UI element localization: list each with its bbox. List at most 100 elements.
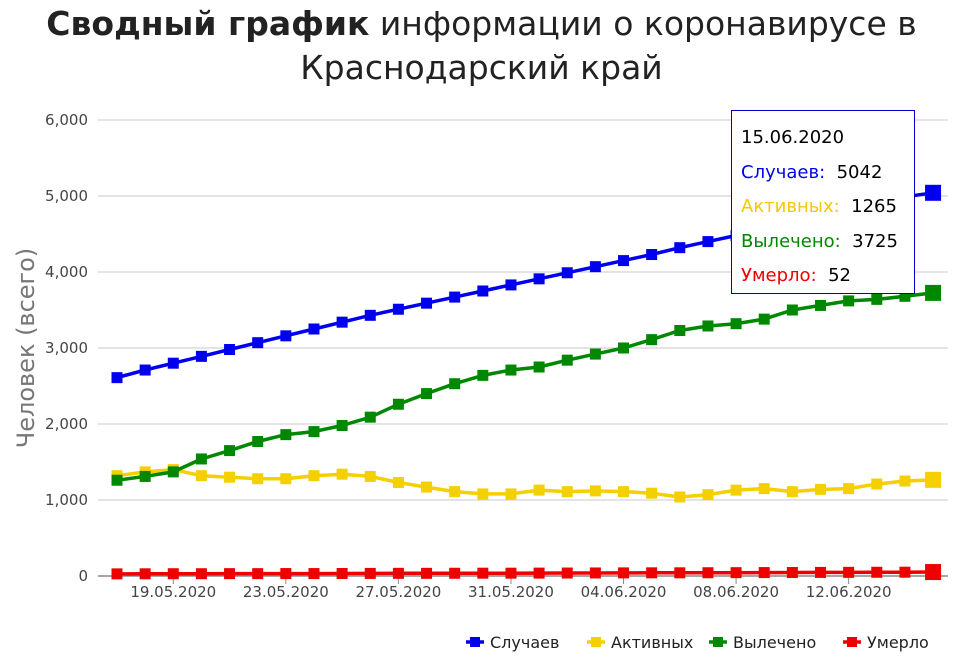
tooltip-deaths-row: Умерло: 52 [741,263,914,298]
tooltip-active-label: Активных: [741,196,840,217]
legend[interactable]: Случаев Активных Вылечено Умерло [466,633,929,652]
data-point [561,486,573,498]
data-point [758,313,770,325]
data-point [111,568,123,580]
data-point [871,293,883,305]
data-point [925,471,942,488]
x-tick-label: 23.05.2020 [243,583,329,601]
chart-title-line2: Краснодарский край [300,48,663,87]
data-point [308,426,320,438]
series-3 [111,564,942,581]
data-point [589,567,601,579]
data-point [111,372,123,384]
data-point [589,485,601,497]
x-tick-label: 19.05.2020 [130,583,216,601]
legend-label: Активных [611,633,693,652]
tooltip-active-row: Активных: 1265 [741,194,914,229]
data-point [139,470,151,482]
chart-title: Сводный график информации о коронавирусе… [0,2,963,90]
data-point [589,261,601,273]
data-point [843,566,855,578]
data-point [364,309,376,321]
data-point [167,568,179,580]
chart-title-bold: Сводный график [46,4,370,43]
data-point [224,344,236,356]
data-point [364,470,376,482]
data-point [730,567,742,579]
tooltip-deaths-label: Умерло: [741,265,817,286]
data-point [392,477,404,489]
series-line [116,570,934,576]
tooltip-date: 15.06.2020 [741,127,845,148]
data-point [477,567,489,579]
series-line [116,291,934,482]
series-line [116,467,934,499]
data-point [364,411,376,423]
data-point [195,568,207,580]
data-point [449,486,461,498]
data-point [871,566,883,578]
legend-swatch-marker [470,637,480,647]
data-point [533,567,545,579]
data-point [815,483,826,495]
data-point [421,567,433,579]
data-point [786,567,798,579]
y-tick-label: 4,000 [45,263,88,281]
data-point [843,483,855,495]
data-point [674,242,686,254]
legend-item-3: Умерло [843,633,929,652]
data-point [533,484,545,496]
tooltip-deaths-value: 52 [828,265,851,286]
data-point [815,299,826,311]
data-point [618,255,630,267]
x-tick-label: 27.05.2020 [355,583,441,601]
data-point [505,488,517,500]
y-tick-label: 5,000 [45,187,88,205]
data-point [195,350,207,362]
legend-swatch-marker [847,637,857,647]
data-point [449,378,461,390]
data-point [392,303,404,315]
data-point [730,318,742,330]
data-point [392,398,404,410]
data-point [449,291,461,303]
data-point [167,357,179,369]
data-point [336,316,348,328]
y-tick-label: 6,000 [45,111,88,129]
hover-tooltip: 15.06.2020 Случаев: 5042 Активных: 1265 … [731,110,915,294]
y-axis-ticks: 0 1,000 2,000 3,000 4,000 5,000 6,000 [45,111,88,585]
data-point [561,567,573,579]
legend-label: Умерло [867,633,929,652]
data-point [730,484,742,496]
data-point [139,568,151,580]
data-point [646,567,658,579]
data-point [477,488,489,500]
data-point [195,470,207,482]
data-point [899,475,911,487]
series-2 [111,284,942,486]
tooltip-recovered-row: Вылечено: 3725 [741,229,914,264]
data-point [224,568,236,580]
data-point [561,267,573,279]
data-point [421,388,433,400]
x-tick-label: 08.06.2020 [693,583,779,601]
x-tick-label: 31.05.2020 [468,583,554,601]
data-point [925,284,942,301]
data-point [308,568,320,580]
data-point [702,567,714,579]
data-point [674,325,686,337]
chart-title-rest: информации о коронавирусе в [369,4,917,43]
data-point [702,489,714,501]
tooltip-active-value: 1265 [851,196,897,217]
data-point [252,435,264,447]
data-point [505,567,517,579]
data-point [336,420,348,432]
data-point [421,481,433,493]
data-point [533,273,545,285]
data-point [505,364,517,376]
data-point [195,453,207,465]
data-point [421,297,433,309]
data-point [280,473,292,485]
y-tick-label: 0 [78,567,88,585]
